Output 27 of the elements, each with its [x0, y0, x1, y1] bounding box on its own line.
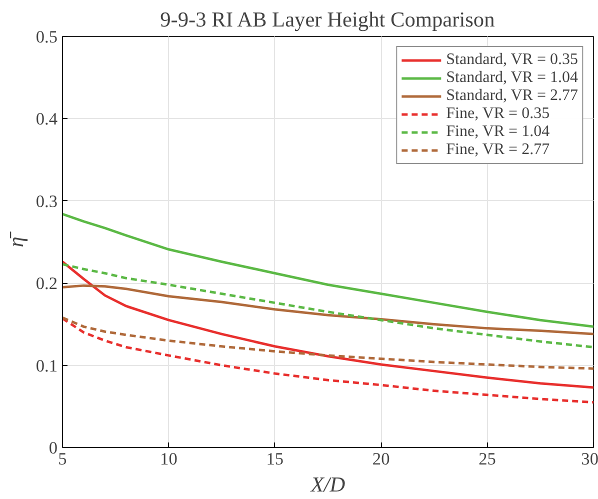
- x-tick-label: 30: [581, 450, 598, 468]
- x-tick-label: 5: [58, 450, 67, 468]
- line-series: [62, 212, 594, 328]
- legend-label: Fine, VR = 2.77: [446, 141, 550, 159]
- x-tick-label: 15: [266, 450, 284, 468]
- line-series: [62, 260, 594, 389]
- y-tick-label: 0.4: [36, 110, 58, 129]
- line-series: [62, 284, 594, 336]
- legend-label: Fine, VR = 0.35: [446, 105, 550, 123]
- legend-label: Fine, VR = 1.04: [446, 123, 550, 141]
- x-tick-label: 20: [372, 450, 390, 468]
- legend-label: Standard, VR = 1.04: [446, 69, 578, 87]
- line-series: [62, 262, 594, 348]
- legend-label: Standard, VR = 0.35: [446, 51, 578, 69]
- legend-label: Standard, VR = 2.77: [446, 87, 578, 105]
- x-tick-label: 10: [160, 450, 178, 468]
- y-tick-label: 0.5: [36, 28, 58, 46]
- y-tick-label: 0: [48, 438, 58, 458]
- x-tick-label: 25: [478, 450, 496, 468]
- chart-title: 9-9-3 RI AB Layer Height Comparison: [160, 8, 496, 32]
- y-tick-label: 0.1: [36, 356, 58, 376]
- y-tick-label: 0.3: [36, 192, 58, 211]
- y-tick-label: 0.2: [36, 274, 58, 294]
- y-axis-title: η̄: [4, 230, 28, 248]
- x-axis-title: X/D: [310, 472, 346, 496]
- line-series: [62, 316, 594, 370]
- line-series: [62, 317, 594, 404]
